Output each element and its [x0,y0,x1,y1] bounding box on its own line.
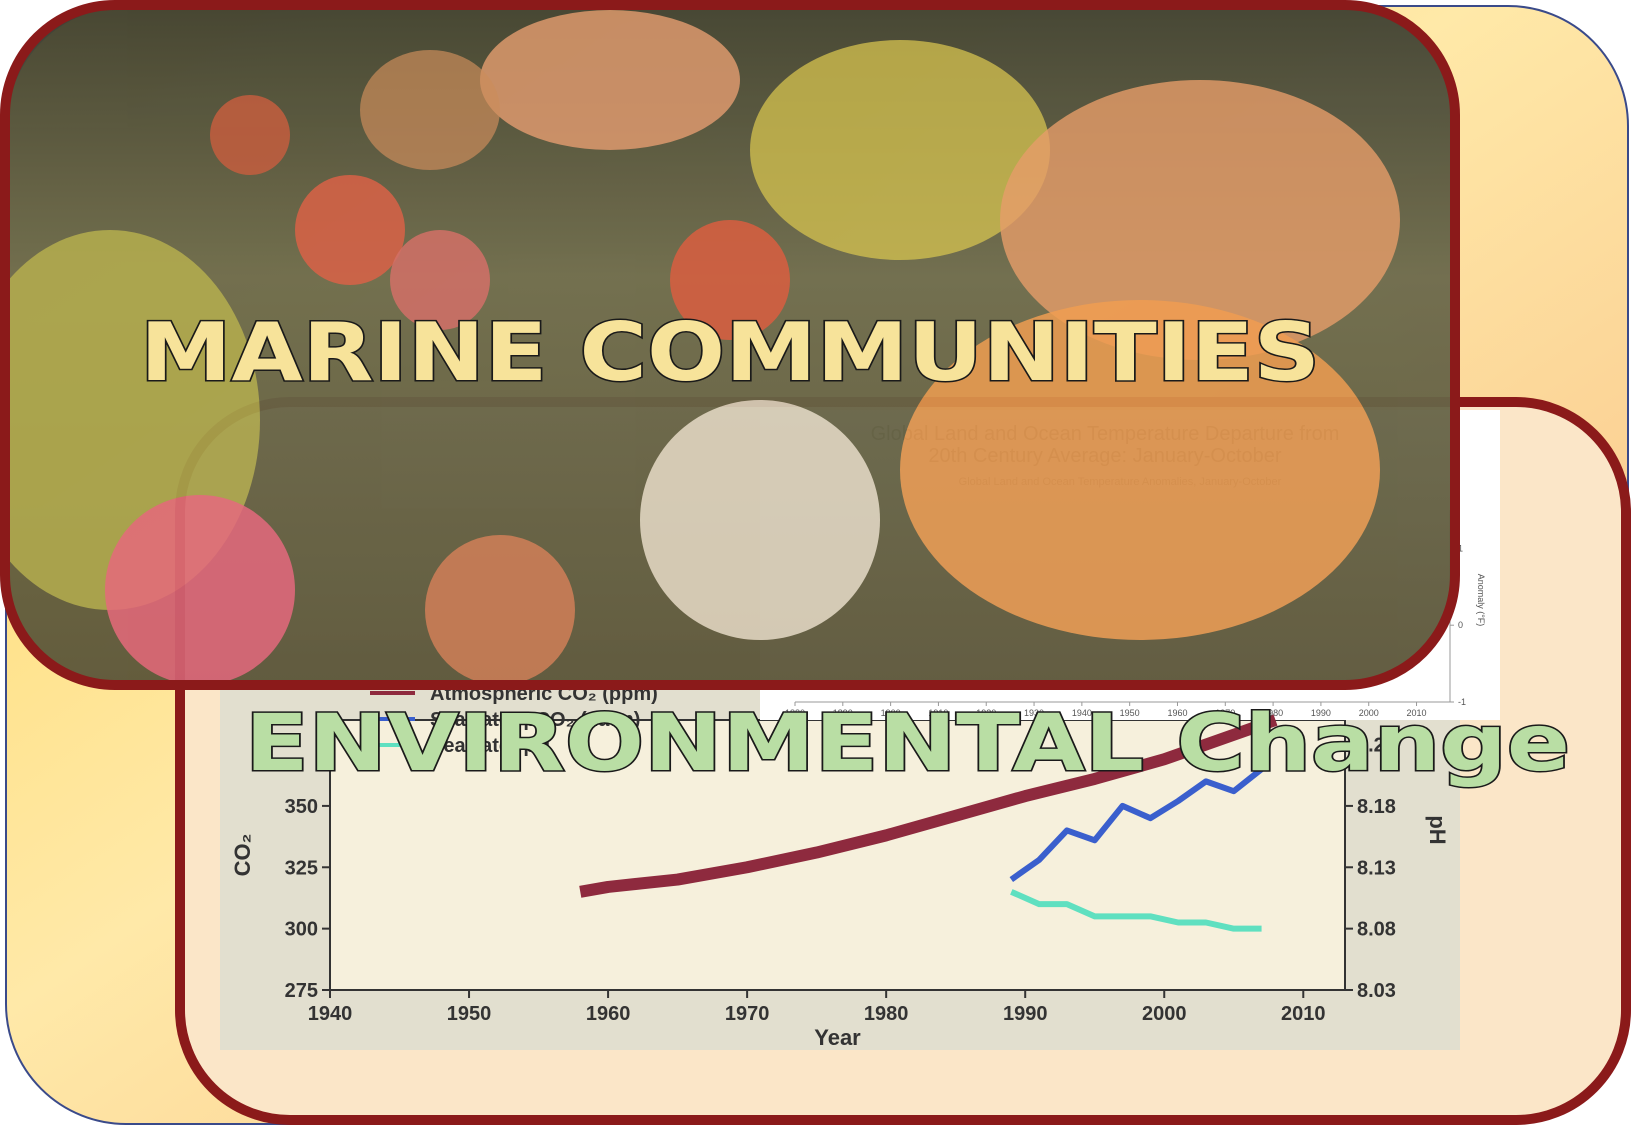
temp-x-tick-label: 1960 [1167,708,1187,718]
temp-x-tick-label: 1930 [1024,708,1044,718]
top-title: MARINE COMMUNITIES [140,306,1320,399]
temp-x-tick-label: 1990 [1311,708,1331,718]
x-tick-label: 1960 [586,1003,631,1025]
series-line [1010,889,1262,932]
temp-y-label: Anomaly (°F) [1476,574,1486,627]
x-tick-label: 1990 [1003,1003,1048,1025]
co2-plot-area [329,719,1346,991]
anemone [105,495,295,685]
anemone [390,230,490,330]
x-tick-label: 2010 [1281,1003,1326,1025]
temp-x-tick-label: 1940 [1072,708,1092,718]
coral [750,40,1050,260]
series-line [579,714,1278,898]
anemone [425,535,575,685]
temp-x-tick-label: 1910 [928,708,948,718]
photo [5,5,1455,685]
bottom-title: ENVIRONMENTAL Change [245,699,1570,789]
temp-x-tick-label: 1880 [785,708,805,718]
x-tick-label: 2000 [1142,1003,1187,1025]
temp-x-tick-label: 1970 [1215,708,1235,718]
y2-axis-label: pH [1425,815,1450,844]
anemone [210,95,290,175]
y2-tick-label: 8.03 [1357,980,1396,1002]
y-tick-label: 325 [285,857,318,879]
temp-x-tick-label: 2000 [1359,708,1379,718]
anemone [670,220,790,340]
temp-x-tick-label: 2010 [1407,708,1427,718]
y2-tick-label: 8.13 [1357,857,1396,879]
top-panel-frame [0,0,1460,690]
y2-tick-label: 8.18 [1357,796,1396,818]
temp-y-tick-label: 0 [1458,620,1463,630]
legend-label: Seawater pCO₂ (µatm) [430,709,640,731]
coral [1000,80,1400,360]
anemone [295,175,405,285]
coral [640,400,880,640]
coral [360,50,500,170]
temp-x-tick-label: 1950 [1120,708,1140,718]
coral [480,10,740,150]
y-tick-label: 350 [285,796,318,818]
y2-tick-label: 8.23 [1357,735,1396,757]
y-axis-label: CO₂ [230,834,255,877]
series-line [1009,766,1264,882]
temp-y-tick-label: -1 [1458,697,1466,707]
temp-x-tick-label: 1980 [1263,708,1283,718]
temp-x-tick-label: 1890 [833,708,853,718]
x-tick-label: 1980 [864,1003,909,1025]
x-tick-label: 1940 [308,1003,353,1025]
temp-x-tick-label: 1900 [881,708,901,718]
x-tick-label: 1970 [725,1003,770,1025]
y2-tick-label: 8.08 [1357,919,1396,941]
coral [900,300,1380,640]
y-tick-label: 275 [285,980,318,1002]
x-tick-label: 1950 [447,1003,492,1025]
legend-label: Seawater pH [430,735,550,757]
temp-x-tick-label: 1920 [976,708,996,718]
x-axis-label: Year [814,1025,861,1050]
temp-y-tick-label: 1 [1458,543,1463,553]
y-tick-label: 300 [285,919,318,941]
